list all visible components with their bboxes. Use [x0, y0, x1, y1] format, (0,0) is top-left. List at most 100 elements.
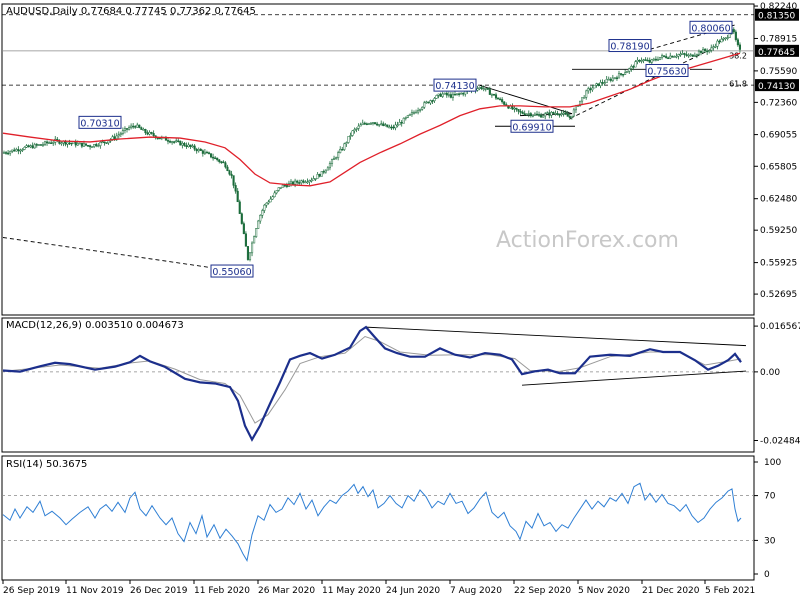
candle-body: [91, 146, 94, 148]
annotation-label: 0.69910: [512, 122, 551, 133]
annotation-label: 0.70310: [80, 118, 119, 129]
candle-body: [665, 56, 668, 59]
macd-panel-title: MACD(12,26,9) 0.003510 0.004673: [6, 320, 184, 331]
price-tag: [755, 44, 799, 57]
candle-body: [564, 112, 567, 115]
candle-body: [238, 201, 241, 214]
candle-body: [345, 142, 348, 145]
candle-body: [191, 145, 194, 148]
annotation-box: [510, 119, 554, 133]
candle-body: [330, 159, 334, 164]
candle-body: [736, 39, 739, 46]
candle-body: [115, 135, 118, 139]
candle-body: [453, 93, 457, 96]
candle-body: [382, 123, 385, 126]
candle-body: [437, 93, 440, 96]
candle-body: [427, 101, 430, 104]
candle-body: [591, 87, 594, 91]
candle-body: [714, 46, 717, 48]
candle-body: [535, 113, 539, 116]
candle-body: [312, 178, 315, 181]
candle-body: [380, 123, 383, 125]
candle-body: [615, 77, 619, 79]
candle-body: [97, 145, 100, 147]
candle-body: [361, 122, 364, 125]
candle-body: [15, 149, 18, 152]
candle-body: [177, 140, 180, 142]
y-tick-label: 0.59250: [760, 226, 797, 236]
candle-body: [82, 143, 86, 147]
candle-body: [99, 141, 102, 146]
candle-body: [556, 113, 559, 115]
candle-body: [236, 190, 239, 203]
candle-body: [142, 129, 145, 131]
annotation-box: [608, 39, 652, 53]
candle-body: [185, 145, 188, 147]
candle-body: [410, 112, 413, 115]
candle-body: [37, 144, 40, 146]
candle-body: [306, 181, 309, 184]
annotation-label: 0.55060: [212, 267, 251, 278]
candle-body: [228, 170, 231, 175]
candle-body: [199, 149, 202, 151]
y-tick-label: 0.65805: [760, 162, 797, 172]
candle-body: [583, 97, 586, 99]
candle-body: [724, 37, 727, 40]
candle-body: [554, 113, 557, 115]
candle-body: [240, 213, 243, 224]
candle-body: [84, 143, 88, 146]
candle-body: [702, 49, 705, 53]
candle-body: [335, 157, 338, 159]
candle-body: [146, 132, 149, 135]
candle-body: [216, 157, 219, 161]
y-tick-label: 0.82240: [760, 2, 797, 12]
candle-body: [326, 167, 329, 171]
candle-body: [341, 148, 344, 151]
price-tag-label: 0.81350: [758, 12, 795, 22]
candle-body: [41, 144, 45, 146]
y-tick-label: 0.72360: [760, 98, 797, 108]
x-tick-label: 11 Feb 2020: [194, 586, 250, 596]
candle-body: [201, 150, 204, 154]
candle-body: [560, 113, 563, 115]
candle-body: [538, 114, 541, 116]
candle-body: [478, 87, 481, 89]
candle-body: [656, 59, 660, 61]
candle-body: [275, 190, 278, 194]
candle-body: [218, 159, 221, 162]
candle-body: [447, 94, 450, 96]
candle-body: [439, 93, 442, 97]
candle-body: [269, 198, 272, 203]
candle-body: [734, 31, 737, 40]
candle-body: [203, 151, 206, 154]
candle-body: [675, 55, 678, 58]
candle-body: [210, 153, 213, 158]
candle-body: [568, 116, 571, 118]
candle-body: [351, 130, 354, 136]
candle-body: [101, 141, 104, 144]
candle-body: [265, 202, 268, 206]
candle-body: [603, 82, 606, 84]
candle-body: [392, 126, 395, 129]
candle-body: [298, 182, 301, 184]
candle-body: [292, 181, 295, 185]
candle-body: [673, 56, 676, 58]
annotation-box: [210, 264, 254, 278]
candle-body: [624, 72, 627, 75]
candle-body: [365, 123, 368, 125]
candle-body: [113, 136, 116, 139]
price-plot-border: [1, 3, 755, 316]
candle-body: [406, 115, 409, 118]
candle-body: [150, 132, 153, 134]
level-annotations: 0.70310 0.55060 0.74130 0.69910 0.78190 0.756…: [78, 20, 733, 278]
candle-body: [248, 252, 252, 260]
candle-body: [449, 94, 452, 98]
candle-body: [183, 143, 186, 146]
candle-body: [123, 128, 127, 131]
fib-label: 61.8: [729, 79, 747, 88]
candle-body: [318, 174, 321, 177]
candle-body: [620, 73, 623, 75]
x-tick-label: 26 Mar 2020: [258, 586, 315, 596]
candle-body: [499, 98, 502, 101]
candle-body: [76, 143, 79, 146]
